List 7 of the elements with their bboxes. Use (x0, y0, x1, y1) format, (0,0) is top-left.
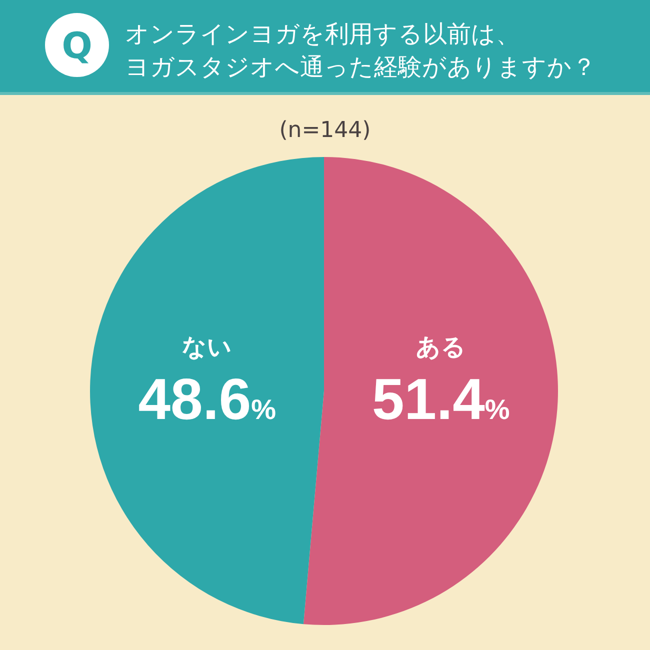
value-label: 48.6% (138, 367, 276, 432)
value-label: 51.4% (372, 367, 510, 432)
subtitle: (n=144) (279, 118, 371, 143)
title: オンラインヨガを利用する以前は、ヨガスタジオへ通った経験がありますか？ (125, 19, 597, 83)
category-label: ない (182, 333, 232, 361)
category-label: ある (416, 333, 466, 361)
annotation: Q (62, 26, 92, 67)
